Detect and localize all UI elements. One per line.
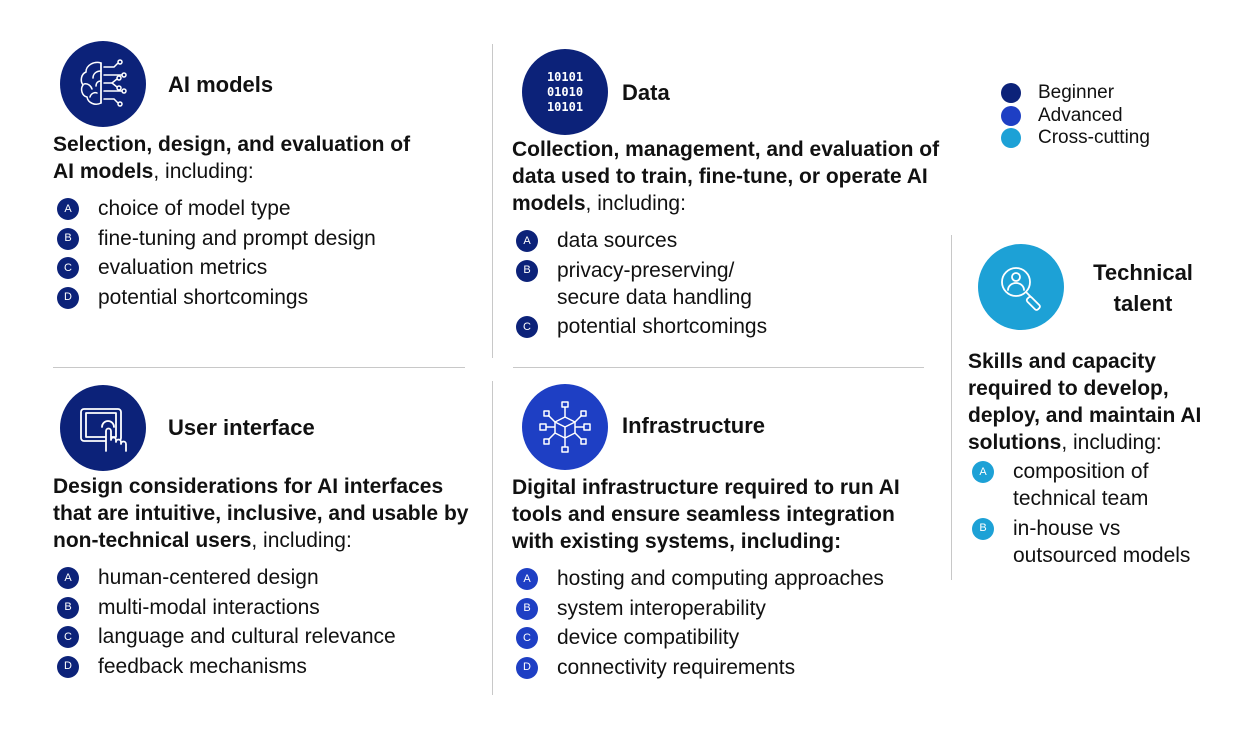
item-text: composition of technical team: [1013, 460, 1149, 510]
letter-badge: D: [57, 655, 79, 678]
item-text: in-house vs outsourced models: [1013, 516, 1191, 567]
legend-label: Cross-cutting: [1038, 127, 1150, 149]
legend-item-beginner: Beginner: [1001, 82, 1150, 105]
panel-title-user-interface: User interface: [168, 415, 315, 440]
network-cube-icon: [522, 384, 608, 470]
legend-dot: [1001, 128, 1021, 149]
item-text: connectivity requirements: [557, 655, 796, 679]
letter-badge: C: [57, 257, 79, 279]
description-bold: Digital infrastructure required to run A…: [512, 476, 900, 553]
horizontal-divider-left: [53, 367, 465, 368]
brain-circuit-icon: [60, 41, 146, 127]
legend-dot: [1001, 83, 1021, 104]
legend-item-cross-cutting: Cross-cutting: [1001, 127, 1150, 150]
panel-description-data: Collection, management, and evaluation o…: [512, 136, 944, 217]
panel-title-ai-models: AI models: [168, 72, 274, 97]
letter-badge: C: [516, 627, 538, 649]
item-text: multi-modal interactions: [98, 595, 320, 619]
item-text: choice of model type: [98, 197, 291, 220]
legend-dot: [1001, 105, 1021, 126]
description-bold: Collection, management, and evaluation o…: [512, 138, 940, 215]
panel-description-technical-talent: Skills and capacity required to develop,…: [968, 348, 1230, 456]
vertical-divider-lower: [492, 381, 493, 695]
letter-badge: C: [516, 316, 538, 338]
description-rest: , including:: [251, 529, 352, 552]
horizontal-divider-middle: [513, 367, 924, 368]
panel-title-infrastructure: Infrastructure: [622, 413, 766, 438]
letter-badge: A: [57, 567, 79, 589]
letter-badge: B: [57, 227, 79, 250]
vertical-divider-upper: [492, 44, 493, 358]
item-text: privacy-preserving/ secure data handling: [557, 258, 752, 309]
description-rest: , including:: [1061, 431, 1162, 454]
letter-badge: B: [516, 259, 538, 282]
binary-line: 01010: [546, 84, 584, 99]
item-text: potential shortcomings: [557, 315, 768, 338]
letter-badge: D: [516, 656, 538, 679]
panel-title-technical-talent: Technical talent: [1093, 260, 1193, 316]
binary-data-icon: 10101 01010 10101: [522, 49, 608, 135]
binary-line: 10101: [546, 69, 584, 84]
description-rest: , including:: [153, 160, 254, 183]
letter-badge: A: [57, 198, 79, 220]
description-bold: Design considerations for AI interfaces …: [53, 475, 469, 552]
item-text: hosting and computing approaches: [557, 567, 884, 590]
item-text: device compatibility: [557, 626, 740, 649]
vertical-divider-right: [951, 235, 952, 580]
panel-description-infrastructure: Digital infrastructure required to run A…: [512, 474, 942, 555]
description-rest: , including:: [585, 192, 686, 215]
letter-badge: C: [57, 626, 79, 648]
description-bold: Selection, design, and evaluation of AI …: [53, 133, 411, 183]
item-text: feedback mechanisms: [98, 654, 307, 678]
letter-badge: A: [516, 230, 538, 252]
letter-badge: A: [516, 568, 538, 590]
description-bold: Skills and capacity required to develop,…: [968, 350, 1202, 454]
item-text: potential shortcomings: [98, 285, 309, 309]
panel-description-ai-models: Selection, design, and evaluation of AI …: [53, 131, 423, 185]
legend-item-advanced: Advanced: [1001, 105, 1150, 128]
letter-badge: B: [57, 596, 79, 619]
item-text: language and cultural relevance: [98, 625, 396, 648]
letter-badge: D: [57, 286, 79, 309]
item-text: human-centered design: [98, 566, 319, 589]
panel-description-user-interface: Design considerations for AI interfaces …: [53, 473, 481, 554]
letter-badge: B: [516, 597, 538, 620]
letter-badge: A: [972, 461, 994, 483]
item-text: data sources: [557, 229, 678, 252]
binary-line: 10101: [546, 99, 584, 114]
letter-badge: B: [972, 517, 994, 540]
item-text: system interoperability: [557, 596, 766, 620]
person-search-icon: [978, 244, 1064, 330]
legend: Beginner Advanced Cross-cutting: [1001, 82, 1150, 150]
legend-label: Advanced: [1038, 104, 1123, 126]
tablet-touch-icon: [60, 385, 146, 471]
panel-title-data: Data: [622, 80, 670, 105]
legend-label: Beginner: [1038, 82, 1115, 104]
item-text: fine-tuning and prompt design: [98, 226, 376, 250]
item-text: evaluation metrics: [98, 256, 268, 279]
